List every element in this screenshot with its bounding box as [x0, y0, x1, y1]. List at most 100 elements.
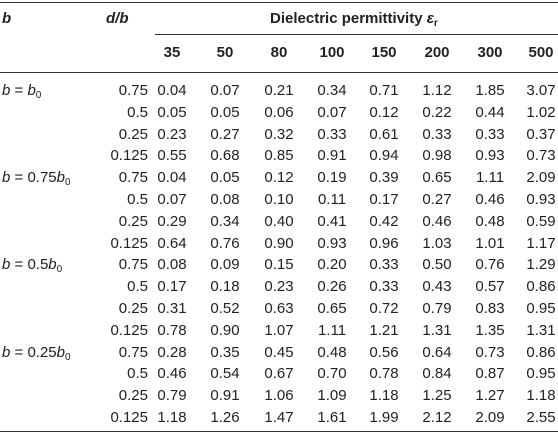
permittivity-header-100: 100 — [319, 44, 345, 61]
table-cell: 0.64 — [157, 234, 187, 252]
table-cell: 1.06 — [264, 387, 294, 405]
table-cell: 0.18 — [210, 278, 240, 296]
table-cell: 2.09 — [475, 409, 505, 426]
table-cell: 1.27 — [475, 387, 505, 405]
table-cell: 0.95 — [526, 300, 556, 317]
table-cell: 1.35 — [475, 321, 505, 339]
table-cell: 1.07 — [264, 321, 294, 339]
table-cell: 2.09 — [526, 169, 556, 187]
permittivity-header-150: 150 — [371, 44, 397, 61]
table-cell: 0.31 — [157, 300, 187, 317]
table-cell: 1.25 — [422, 387, 452, 405]
table-cell: 0.40 — [264, 212, 294, 230]
table-cell: 0.96 — [369, 234, 399, 252]
table-bottom-rule — [0, 431, 558, 432]
group-label: b = b0 — [2, 82, 42, 101]
table-cell: 1.12 — [422, 82, 452, 99]
d-over-b-value: 0.125 — [110, 409, 148, 426]
table-cell: 0.73 — [526, 147, 556, 165]
table-cell: 0.46 — [475, 191, 505, 208]
table-cell: 0.86 — [526, 343, 556, 361]
table-cell: 0.04 — [157, 82, 187, 99]
permittivity-header-200: 200 — [424, 44, 450, 61]
table-cell: 3.07 — [526, 82, 556, 99]
table-cell: 2.55 — [526, 409, 556, 426]
table-cell: 0.61 — [369, 125, 399, 143]
table-cell: 1.61 — [317, 409, 347, 426]
permittivity-header-50: 50 — [216, 44, 234, 61]
table-cell: 0.33 — [422, 125, 452, 143]
table-cell: 0.73 — [475, 343, 505, 361]
d-over-b-value: 0.5 — [127, 191, 148, 208]
table-cell: 0.72 — [369, 300, 399, 317]
table-cell: 0.22 — [422, 103, 452, 121]
table-cell: 0.29 — [157, 212, 187, 230]
table-cell: 1.31 — [422, 321, 452, 339]
table-cell: 1.18 — [157, 409, 187, 426]
table-cell: 0.54 — [210, 365, 240, 383]
table-cell: 0.23 — [264, 278, 294, 296]
table-cell: 0.08 — [210, 191, 240, 208]
table-cell: 0.76 — [475, 256, 505, 274]
table-cell: 1.17 — [526, 234, 556, 252]
table-cell: 0.95 — [526, 365, 556, 383]
table-cell: 0.41 — [317, 212, 347, 230]
header-d-over-b: d/b — [106, 10, 129, 27]
table-cell: 0.56 — [369, 343, 399, 361]
table-cell: 0.59 — [526, 212, 556, 230]
table-cell: 0.93 — [317, 234, 347, 252]
table-cell: 0.44 — [475, 103, 505, 121]
table-cell: 0.27 — [422, 191, 452, 208]
table-cell: 0.05 — [157, 103, 187, 121]
table-cell: 0.33 — [369, 256, 399, 274]
group-label: b = 0.5b0 — [2, 256, 63, 276]
table-cell: 0.08 — [157, 256, 187, 274]
d-over-b-value: 0.125 — [110, 321, 148, 339]
header-title-text: Dielectric permittivity — [270, 10, 427, 27]
table-cell: 0.79 — [157, 387, 187, 405]
d-over-b-value: 0.25 — [118, 387, 148, 405]
table-cell: 0.94 — [369, 147, 399, 165]
table-cell: 0.17 — [369, 191, 399, 208]
table-cell: 0.91 — [317, 147, 347, 165]
table-cell: 0.78 — [157, 321, 187, 339]
table-cell: 0.06 — [264, 103, 294, 121]
table-cell: 0.48 — [317, 343, 347, 361]
table-cell: 0.26 — [317, 278, 347, 296]
table-cell: 0.50 — [422, 256, 452, 274]
table-cell: 0.34 — [210, 212, 240, 230]
table-cell: 0.04 — [157, 169, 187, 187]
table-cell: 0.83 — [475, 300, 505, 317]
table-cell: 0.67 — [264, 365, 294, 383]
table-cell: 0.63 — [264, 300, 294, 317]
d-over-b-value: 0.25 — [118, 212, 148, 230]
table-cell: 0.93 — [475, 147, 505, 165]
table-cell: 1.21 — [369, 321, 399, 339]
table-cell: 1.26 — [210, 409, 240, 426]
header-dielectric-permittivity: Dielectric permittivity εr — [270, 10, 438, 29]
table-cell: 0.70 — [317, 365, 347, 383]
table-cell: 1.03 — [422, 234, 452, 252]
permittivity-header-35: 35 — [163, 44, 181, 61]
table-cell: 1.99 — [369, 409, 399, 426]
table-cell: 0.64 — [422, 343, 452, 361]
table-cell: 0.78 — [369, 365, 399, 383]
table-cell: 0.33 — [317, 125, 347, 143]
table-cell: 0.09 — [210, 256, 240, 274]
table-cell: 0.21 — [264, 82, 294, 99]
table-cell: 1.18 — [526, 387, 556, 405]
table-cell: 0.45 — [264, 343, 294, 361]
table-cell: 0.90 — [210, 321, 240, 339]
table-cell: 0.12 — [264, 169, 294, 187]
table-cell: 0.19 — [317, 169, 347, 187]
table-cell: 0.79 — [422, 300, 452, 317]
d-over-b-value: 0.75 — [118, 169, 148, 187]
table-cell: 0.39 — [369, 169, 399, 187]
table-cell: 0.65 — [317, 300, 347, 317]
table-cell: 1.11 — [475, 169, 505, 187]
d-over-b-value: 0.5 — [127, 103, 148, 121]
table-cell: 0.33 — [369, 278, 399, 296]
table-cell: 0.28 — [157, 343, 187, 361]
d-over-b-value: 0.75 — [118, 256, 148, 274]
table-cell: 0.91 — [210, 387, 240, 405]
